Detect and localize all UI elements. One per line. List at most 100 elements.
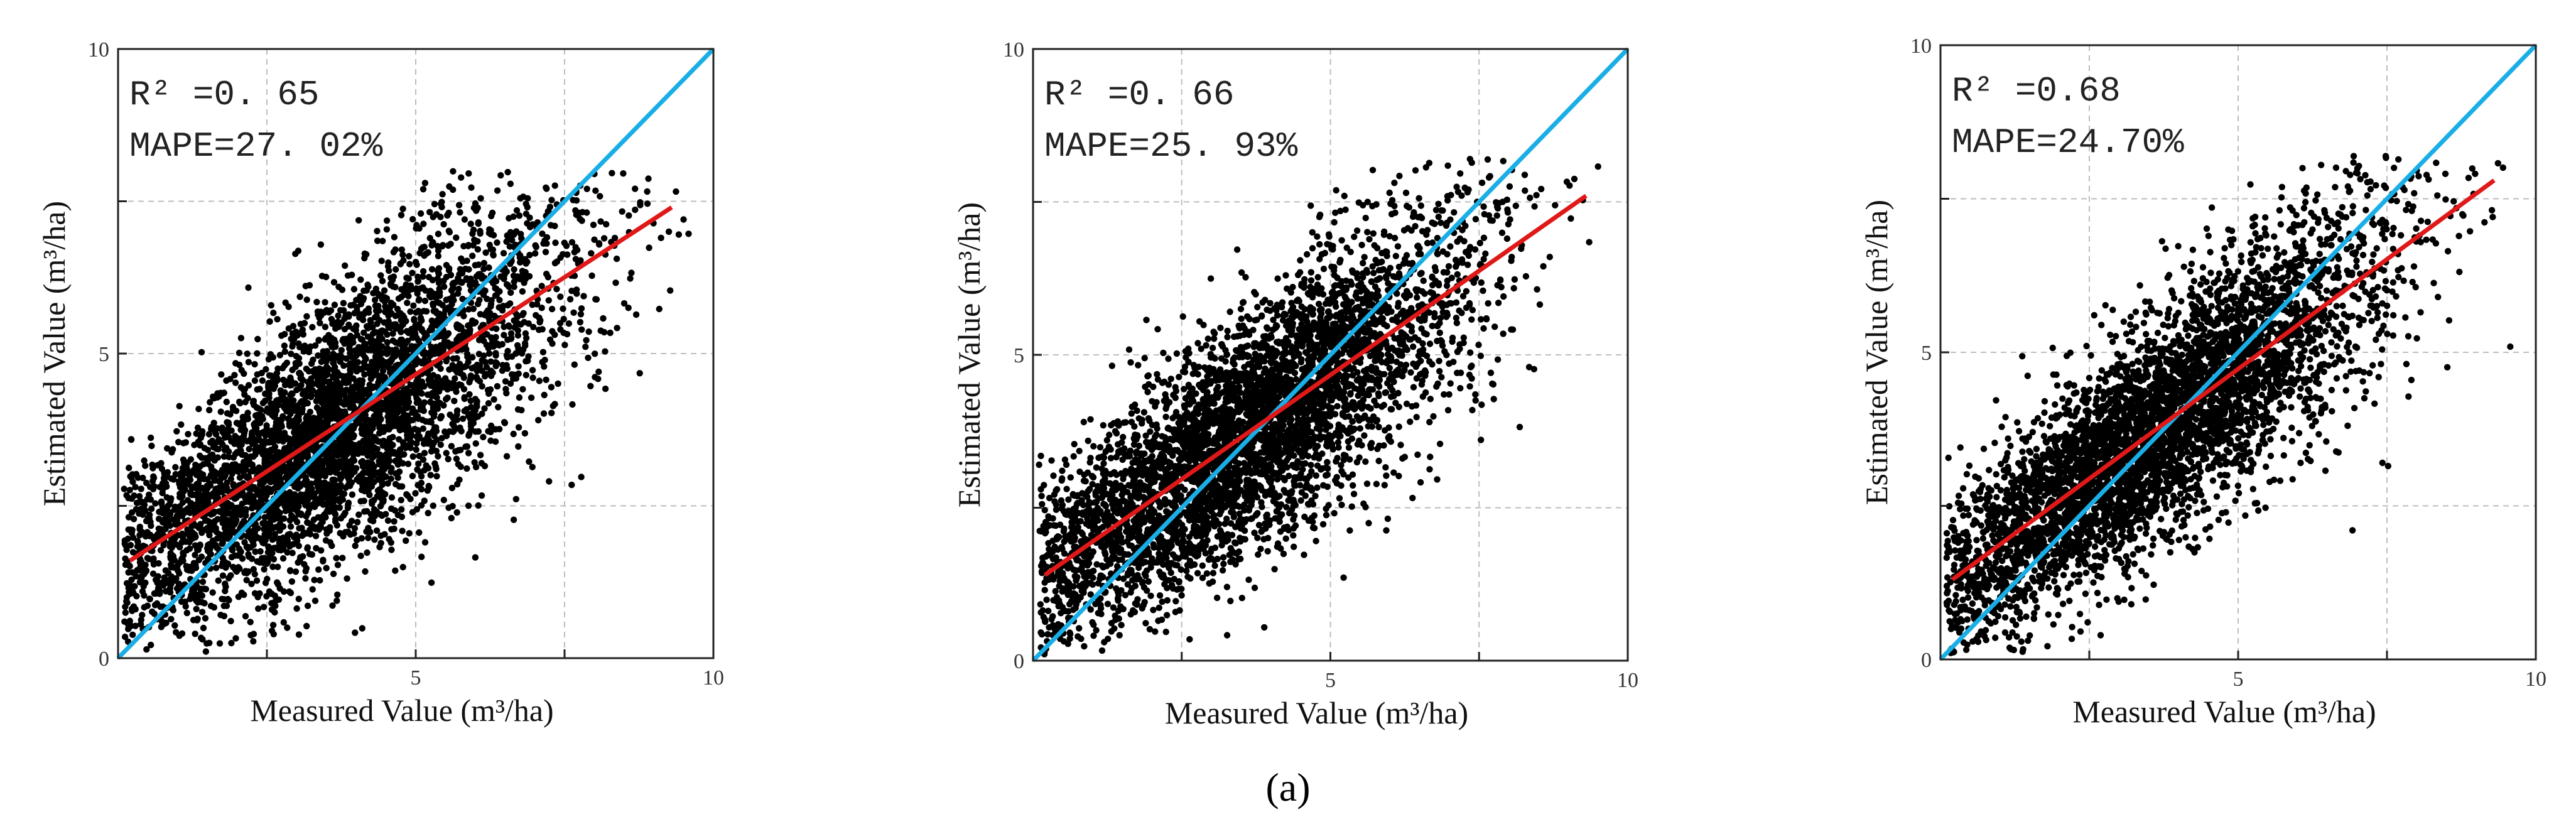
data-point (546, 478, 553, 485)
data-point (322, 404, 329, 411)
data-point (330, 373, 337, 380)
data-point (413, 222, 420, 229)
data-point (425, 509, 431, 517)
data-point (191, 491, 198, 499)
data-point (347, 464, 354, 471)
data-point (381, 287, 388, 294)
data-point (313, 298, 320, 306)
data-point (367, 319, 374, 326)
data-point (433, 473, 440, 480)
data-point (477, 227, 484, 235)
data-point (228, 438, 235, 445)
data-point (437, 200, 445, 207)
data-point (396, 457, 403, 465)
data-point (430, 413, 438, 420)
data-point (467, 415, 474, 422)
data-point (429, 276, 436, 284)
data-point (269, 563, 276, 570)
data-point (472, 319, 479, 326)
r-squared-annotation: R² =0. 65 (129, 75, 319, 115)
data-point (313, 367, 320, 374)
data-point (345, 311, 352, 318)
data-point (665, 228, 673, 236)
data-point (327, 486, 335, 494)
data-point (274, 470, 281, 477)
data-point (396, 436, 403, 443)
data-point (130, 516, 138, 523)
data-point (176, 490, 183, 497)
data-point (549, 328, 556, 335)
data-point (450, 186, 457, 193)
data-point (371, 296, 379, 303)
data-point (315, 478, 323, 485)
data-point (149, 461, 156, 468)
data-point (457, 266, 464, 273)
data-point (431, 200, 438, 208)
data-point (250, 638, 257, 645)
data-point (289, 343, 296, 350)
data-point (477, 311, 484, 318)
data-point (600, 235, 608, 242)
data-point (198, 529, 205, 536)
data-point (486, 226, 493, 233)
x-tick-label: 5 (411, 666, 421, 690)
data-point (281, 397, 288, 404)
data-point (545, 297, 552, 304)
data-point (308, 360, 315, 367)
data-point (385, 322, 392, 330)
data-point (577, 311, 585, 318)
data-point (333, 555, 340, 561)
data-point (1478, 179, 1486, 187)
data-point (396, 325, 403, 332)
data-point (178, 630, 186, 637)
data-point (492, 350, 499, 357)
data-point (249, 440, 256, 447)
data-point (261, 566, 268, 573)
data-point (202, 489, 209, 496)
data-point (522, 372, 529, 379)
data-point (412, 490, 419, 497)
data-point (491, 312, 498, 320)
data-point (467, 397, 474, 404)
data-point (414, 428, 422, 435)
data-point (198, 428, 206, 435)
data-point (347, 332, 354, 340)
data-point (612, 279, 619, 286)
data-point (413, 446, 419, 453)
data-point (374, 227, 381, 235)
data-point (488, 372, 495, 379)
data-point (501, 419, 508, 426)
data-point (494, 187, 501, 194)
data-point (456, 476, 463, 484)
data-point (224, 428, 232, 436)
data-point (529, 301, 536, 308)
data-point (415, 460, 422, 467)
data-point (475, 337, 483, 344)
data-point (472, 440, 479, 447)
data-point (199, 636, 206, 643)
data-point (409, 363, 416, 370)
data-point (556, 320, 564, 327)
data-point (375, 379, 382, 386)
data-point (146, 595, 153, 603)
data-point (541, 391, 548, 399)
data-point (367, 371, 374, 377)
data-point (448, 514, 455, 522)
data-point (263, 560, 270, 567)
data-point (211, 457, 218, 464)
data-point (193, 617, 201, 624)
data-point (361, 371, 368, 378)
data-point (515, 443, 522, 450)
data-point (313, 404, 321, 411)
data-point (419, 186, 427, 193)
data-point (301, 491, 308, 498)
data-point (245, 551, 252, 558)
data-point (485, 264, 492, 271)
data-point (563, 242, 570, 249)
data-point (449, 365, 456, 372)
data-point (448, 287, 455, 294)
data-point (542, 249, 549, 256)
data-point (121, 485, 127, 492)
data-point (504, 365, 511, 372)
data-point (379, 237, 386, 244)
